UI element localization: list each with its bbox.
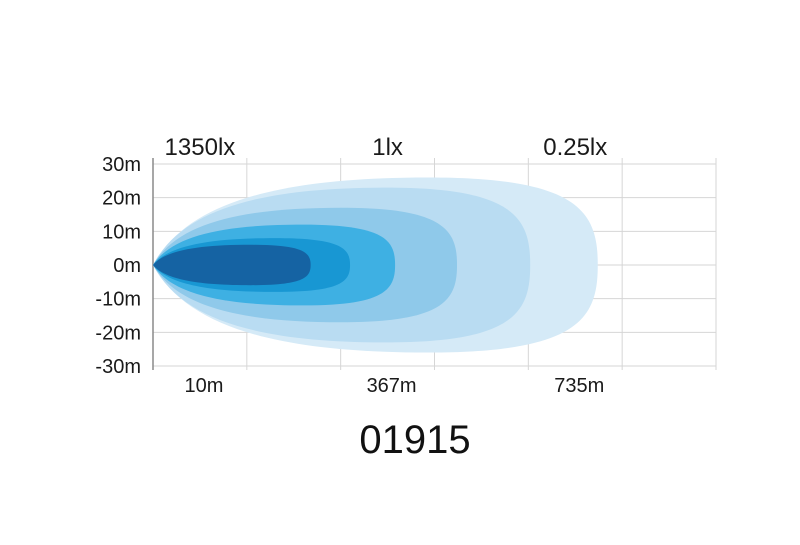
x-tick-label: 10m [184, 375, 223, 397]
beam-contour-6 [153, 244, 311, 286]
illuminance-label: 1lx [372, 134, 403, 161]
y-tick-label: -30m [95, 356, 141, 378]
illuminance-label: 1350lx [165, 134, 236, 161]
illuminance-label: 0.25lx [543, 134, 607, 161]
y-tick-label: 30m [102, 154, 141, 176]
product-code: 01915 [359, 418, 470, 462]
beam-pattern [153, 177, 598, 353]
y-tick-label: 0m [113, 255, 141, 277]
y-tick-label: -10m [95, 289, 141, 311]
y-tick-label: 20m [102, 188, 141, 210]
labels: 30m 20m 10m 0m -10m -20m -30m 10m 367m 735m 1350lx… [95, 134, 607, 462]
y-tick-label: -20m [95, 322, 141, 344]
x-tick-label: 735m [554, 375, 604, 397]
x-tick-label: 367m [367, 375, 417, 397]
y-tick-label: 10m [102, 221, 141, 243]
